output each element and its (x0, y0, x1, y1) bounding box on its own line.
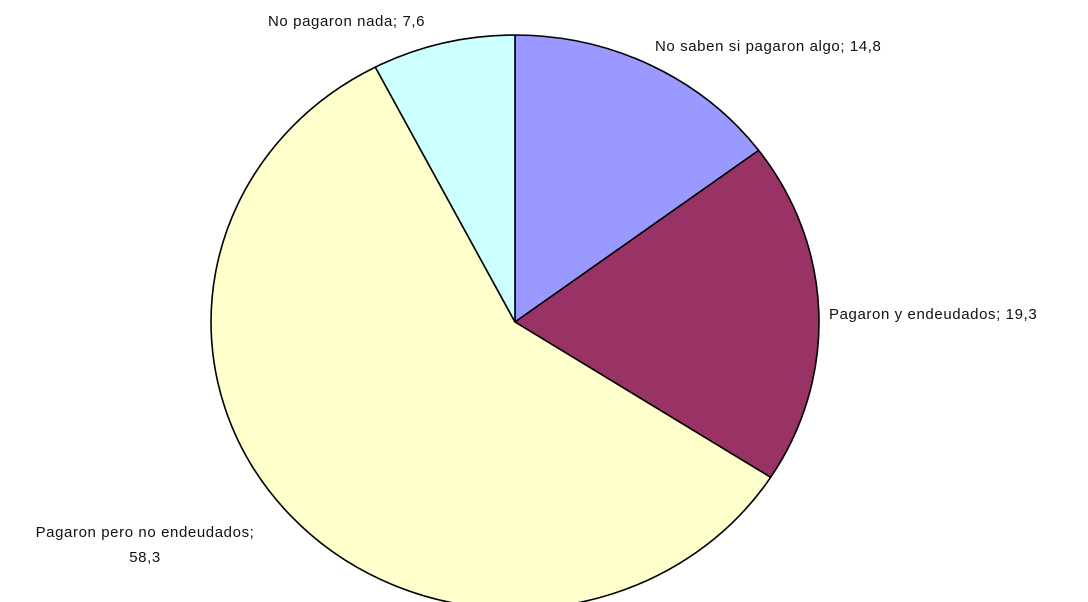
pie-slices (210, 34, 820, 602)
slice-pagaron-no-endeudados (210, 66, 772, 602)
label-no-pagaron: No pagaron nada; 7,6 (268, 13, 425, 30)
label-pagaron-endeudados: Pagaron y endeudados; 19,3 (829, 306, 1037, 323)
slice-no-saben (514, 34, 760, 323)
slice-no-pagaron (374, 34, 516, 323)
label-pagaron-no-endeudados-line2: 58,3 (129, 549, 161, 566)
pie-labels: No saben si pagaron algo; 14,8 Pagaron y… (36, 13, 1037, 566)
label-no-saben: No saben si pagaron algo; 14,8 (655, 38, 881, 55)
label-pagaron-no-endeudados-line1: Pagaron pero no endeudados; (36, 524, 255, 541)
slice-pagaron-endeudados (514, 149, 820, 479)
